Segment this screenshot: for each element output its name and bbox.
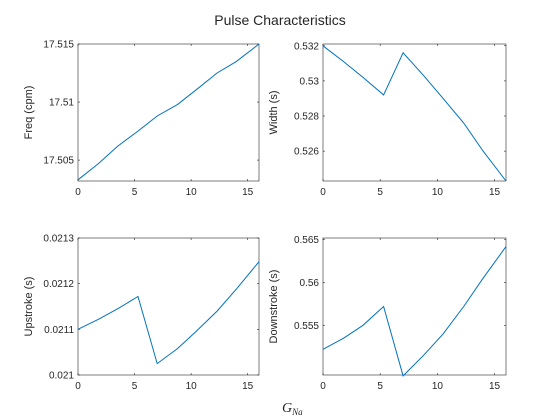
x-tick-label: 0: [320, 187, 326, 198]
x-tick-label: 0: [75, 381, 81, 392]
x-tick-label: 15: [489, 187, 501, 198]
y-tick-label: 0.56: [300, 278, 320, 289]
x-tick-label: 5: [132, 381, 138, 392]
y-tick-label: 0.0213: [43, 234, 74, 245]
x-axis-label-main: G: [282, 401, 292, 416]
x-axis-label-subscript: Na: [291, 407, 303, 417]
y-axis-label: Downstroke (s): [268, 270, 280, 344]
x-tick-label: 5: [132, 187, 138, 198]
figure-title: Pulse Characteristics: [214, 12, 346, 28]
x-tick-label: 10: [186, 187, 198, 198]
x-tick-label: 5: [377, 187, 383, 198]
x-tick-label: 10: [432, 381, 444, 392]
plot-area: [77, 43, 260, 182]
subplot-4: 0 5 10 15 0.555 0.56 0.565 Downstroke (s): [268, 235, 507, 392]
y-tick-label: 0.53: [300, 76, 320, 87]
y-tick-label: 0.526: [294, 147, 319, 158]
x-tick-label: 15: [489, 381, 501, 392]
y-tick-label: 0.565: [294, 235, 319, 246]
series-line: [77, 261, 260, 365]
x-axis-label: GNa: [282, 401, 303, 417]
y-tick-label: 0.0211: [44, 325, 74, 336]
y-tick-label: 0.555: [294, 321, 319, 332]
y-tick-label: 0.528: [294, 112, 319, 123]
y-tick-label: 0.0212: [43, 279, 74, 290]
x-tick-label: 0: [75, 187, 81, 198]
y-tick-label: 17.515: [43, 40, 74, 51]
y-tick-label: 0.021: [49, 371, 74, 382]
plot-area: [77, 237, 260, 376]
series-line: [322, 246, 507, 377]
x-tick-label: 15: [242, 381, 254, 392]
x-tick-label: 0: [320, 381, 326, 392]
x-tick-label: 10: [186, 381, 198, 392]
y-axis-label: Freq (cpm): [23, 86, 35, 140]
subplot-1: 0 5 10 15 17.505 17.51 17.515 Freq (cpm): [23, 40, 260, 198]
y-axis-label: Upstroke (s): [23, 277, 35, 337]
y-tick-label: 0.532: [294, 41, 319, 52]
series-line: [322, 45, 507, 182]
y-axis-label: Width (s): [268, 91, 280, 135]
y-tick-label: 17.505: [43, 156, 74, 167]
plot-area: [322, 43, 507, 182]
subplot-2: 0 5 10 15 0.526 0.528 0.53 0.532 Width (s): [268, 41, 507, 198]
plot-area: [322, 237, 507, 376]
y-tick-label: 17.51: [49, 98, 74, 109]
x-tick-label: 10: [432, 187, 444, 198]
subplot-3: 0 5 10 15 0.021 0.0211 0.0212 0.0213 Upstroke (s…: [23, 234, 260, 392]
x-tick-label: 15: [242, 187, 254, 198]
x-tick-label: 5: [377, 381, 383, 392]
series-line: [77, 43, 260, 181]
